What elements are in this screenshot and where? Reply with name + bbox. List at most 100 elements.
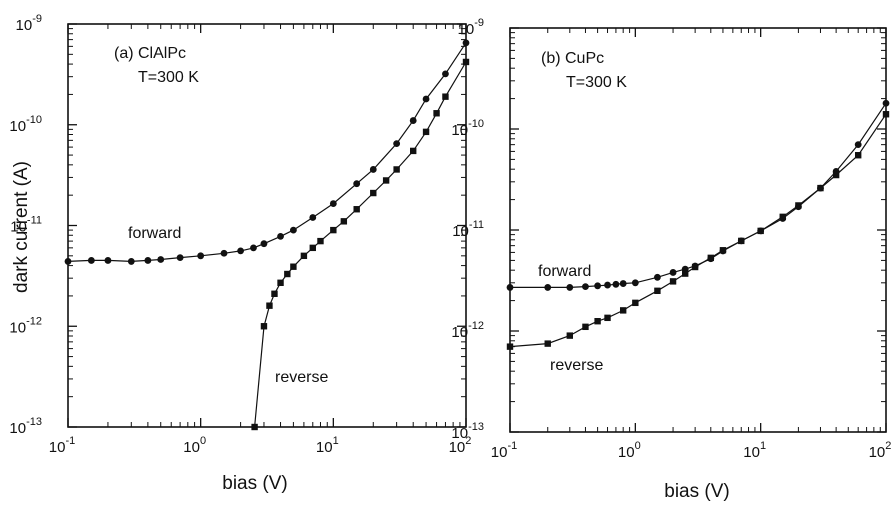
panel-b-x-tick-label: 100 <box>618 440 641 461</box>
panel-b-reverse-point <box>738 237 745 245</box>
panel-b-reverse-point <box>566 332 573 339</box>
panel-a-reverse-label: reverse <box>275 369 328 386</box>
panel-a-forward-point <box>442 70 449 78</box>
panel-b-forward-point <box>631 279 639 287</box>
panel-a-forward-point <box>393 140 401 147</box>
panel-a-reverse-point <box>353 206 360 213</box>
panel-a-forward-point <box>329 200 337 207</box>
panel-a-reverse-point <box>290 263 297 270</box>
panel-b-reverse-point <box>604 314 611 322</box>
panel-a-x-tick-label: 101 <box>316 435 339 456</box>
panel-b-x-tick-label: 102 <box>869 440 892 461</box>
panel-a-reverse-point <box>370 189 377 197</box>
panel-a-reverse-point <box>251 423 258 431</box>
panel-b-temperature: T=300 K <box>566 74 627 91</box>
panel-a-x-tick-label: 10-1 <box>49 435 75 456</box>
panel-a-x-axis-title: bias (V) <box>222 473 287 494</box>
panel-b-reverse-point <box>691 263 699 271</box>
panel-a-forward-point <box>309 214 317 221</box>
panel-b-y-tick-label: 10-10 <box>451 118 484 139</box>
panel-b-reverse-point <box>707 254 714 262</box>
panel-a-reverse-point <box>271 290 278 297</box>
panel-b-reverse-point <box>544 340 551 347</box>
panel-b-y-tick-label: 10-9 <box>458 17 484 38</box>
panel-a-forward-point <box>220 249 228 257</box>
panel-a-forward-point <box>104 257 112 264</box>
panel-a-forward-point <box>237 247 245 255</box>
panel-a-reverse-point <box>309 244 316 252</box>
panel-b-forward-point <box>612 280 620 288</box>
panel-a-forward-point <box>144 257 152 264</box>
panel-b-forward-point <box>604 281 611 289</box>
panel-a-forward-point <box>197 252 205 260</box>
panel-a-reverse-point <box>330 226 337 234</box>
panel-b-reverse-point <box>757 227 764 235</box>
panel-a-forward-point <box>260 240 268 248</box>
panel-b-reverse-point <box>817 184 824 192</box>
panel-a-y-tick-label: 10-12 <box>9 315 42 336</box>
panel-a-reverse-point <box>393 166 400 173</box>
panel-b-y-tick-label: 10-11 <box>452 219 484 240</box>
panel-b-reverse-point <box>779 213 786 221</box>
panel-b-reverse-point <box>795 202 802 209</box>
panel-b-forward-point <box>594 282 602 290</box>
panel-b-forward-point <box>619 280 627 287</box>
panel-b-reverse-point <box>682 270 689 277</box>
panel-a-reverse-point <box>277 279 284 286</box>
panel-a-y-axis-title: dark current (A) <box>11 161 32 293</box>
panel-a-forward-point <box>176 254 184 262</box>
panel-b-forward-point <box>882 99 890 107</box>
panel-a-forward-label: forward <box>128 225 181 242</box>
panel-b-reverse-point <box>632 299 639 307</box>
panel-b-reverse-point <box>506 343 514 350</box>
panel-b-reverse-line <box>509 113 887 348</box>
panel-b-reverse-point <box>619 307 627 314</box>
panel-a-reverse-point <box>433 110 440 117</box>
panel-a-label: (a) ClAlPc <box>114 45 186 62</box>
panel-a-forward-point <box>409 117 417 124</box>
panel-b-x-axis-title: bias (V) <box>664 481 729 502</box>
panel-a-reverse-point <box>266 302 273 309</box>
panel-a-reverse-point <box>462 58 470 66</box>
panel-a-x-tick-label: 100 <box>183 435 206 456</box>
panel-a-reverse-point <box>410 147 417 155</box>
panel-a-series <box>64 39 470 431</box>
panel-b-x-tick-label: 101 <box>743 440 766 461</box>
panel-a-reverse-point <box>300 252 308 260</box>
panel-a-reverse-point <box>260 323 268 330</box>
panel-a-reverse-point <box>442 93 449 100</box>
panel-b-reverse-point <box>582 323 589 331</box>
panel-a-reverse-point <box>284 270 291 278</box>
panel-a-forward-point <box>369 166 377 173</box>
panel-b-forward-point <box>582 283 589 291</box>
panel-a-reverse-point <box>340 218 348 225</box>
panel-a-forward-point <box>250 244 257 252</box>
panel-b-forward-line <box>510 102 887 288</box>
panel-a-forward-point <box>277 232 284 240</box>
panel-a-temperature: T=300 K <box>138 69 199 86</box>
panel-a-forward-point <box>289 226 297 234</box>
panel-a-y-tick-label: 10-10 <box>9 114 42 135</box>
panel-b-reverse-point <box>669 278 677 285</box>
panel-a-y-tick-label: 10-9 <box>16 13 42 34</box>
panel-a-forward-point <box>462 39 470 47</box>
panel-b-x-tick-label: 10-1 <box>491 440 517 461</box>
panel-b-forward-point <box>566 284 574 291</box>
panel-a-forward-point <box>127 258 135 265</box>
panel-a-reverse-point <box>382 177 390 184</box>
panel-b: 10-1 100 101 102 10-13 10-12 10-11 10-10 10-9 (b… <box>451 17 891 502</box>
panel-b-forward-point <box>506 284 514 291</box>
panel-b-ticks: 10-1 100 101 102 10-13 10-12 10-11 10-10 10-9 <box>451 17 891 461</box>
panel-b-forward-point <box>544 284 552 291</box>
panel-b-series <box>506 99 890 350</box>
panel-b-forward-point <box>654 273 661 281</box>
panel-a-forward-point <box>353 180 361 188</box>
panel-b-reverse-point <box>719 247 727 254</box>
panel-b-reverse-label: reverse <box>550 357 603 374</box>
panel-b-reverse-point <box>882 111 890 118</box>
panel-b-reverse-point <box>832 171 840 179</box>
panel-a-forward-point <box>87 257 95 264</box>
panel-a-forward-point <box>157 256 165 263</box>
